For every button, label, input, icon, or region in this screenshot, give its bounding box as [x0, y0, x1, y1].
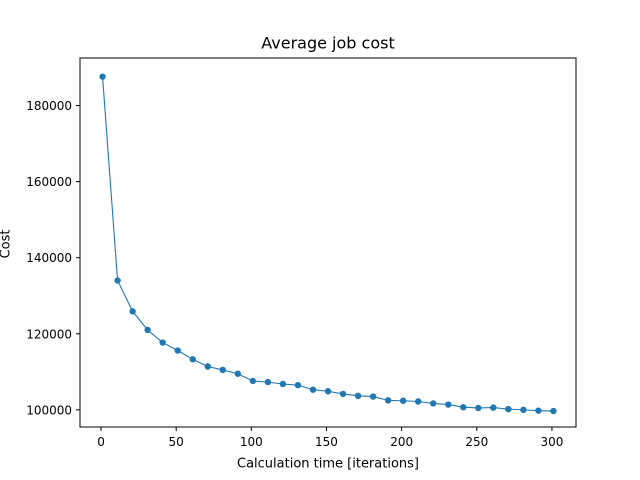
data-point	[445, 401, 452, 408]
data-point	[114, 277, 121, 284]
x-tick-label: 250	[465, 435, 488, 449]
x-tick-label: 300	[540, 435, 563, 449]
x-tick-label: 100	[240, 435, 263, 449]
data-point	[279, 380, 287, 388]
data-point	[324, 388, 332, 395]
data-point	[369, 393, 377, 400]
y-tick-label: 100000	[26, 403, 72, 417]
chart-title: Average job cost	[261, 34, 394, 53]
x-axis-label: Calculation time [iterations]	[237, 457, 419, 472]
y-tick-label: 160000	[26, 175, 72, 189]
y-tick-label: 120000	[26, 327, 72, 341]
data-point	[309, 386, 317, 393]
data-point	[384, 397, 392, 404]
data-point	[159, 339, 166, 346]
data-point	[174, 347, 181, 354]
data-point	[204, 363, 211, 370]
plot-area	[99, 73, 557, 415]
x-tick-label: 150	[315, 435, 338, 449]
series-line	[102, 76, 554, 412]
plot-frame	[79, 57, 577, 428]
x-tick-label: 50	[169, 435, 184, 449]
x-tick-label: 200	[390, 435, 413, 449]
data-point	[490, 404, 497, 411]
data-point	[129, 308, 136, 315]
data-point	[189, 356, 196, 363]
data-point	[520, 406, 527, 414]
data-point	[339, 390, 347, 398]
data-point	[294, 381, 302, 389]
data-point	[99, 73, 106, 80]
data-point	[399, 397, 407, 404]
data-point	[234, 370, 242, 377]
data-point	[430, 400, 437, 407]
data-point	[414, 398, 422, 405]
y-tick-label: 140000	[26, 251, 72, 265]
data-point	[354, 392, 362, 400]
data-point	[249, 377, 257, 385]
data-point	[535, 407, 542, 414]
data-point	[505, 405, 512, 413]
y-tick-label: 180000	[26, 99, 72, 113]
data-point	[475, 404, 482, 412]
data-point	[144, 326, 151, 334]
data-point	[219, 366, 226, 374]
data-point	[460, 404, 467, 411]
data-point	[550, 407, 557, 415]
y-axis-label: Cost	[0, 230, 14, 259]
data-point	[264, 378, 272, 386]
x-tick-label: 0	[97, 435, 105, 449]
axes: 0 50 100 150 200 250 300 100000 120000 140000 1600…	[26, 57, 577, 449]
